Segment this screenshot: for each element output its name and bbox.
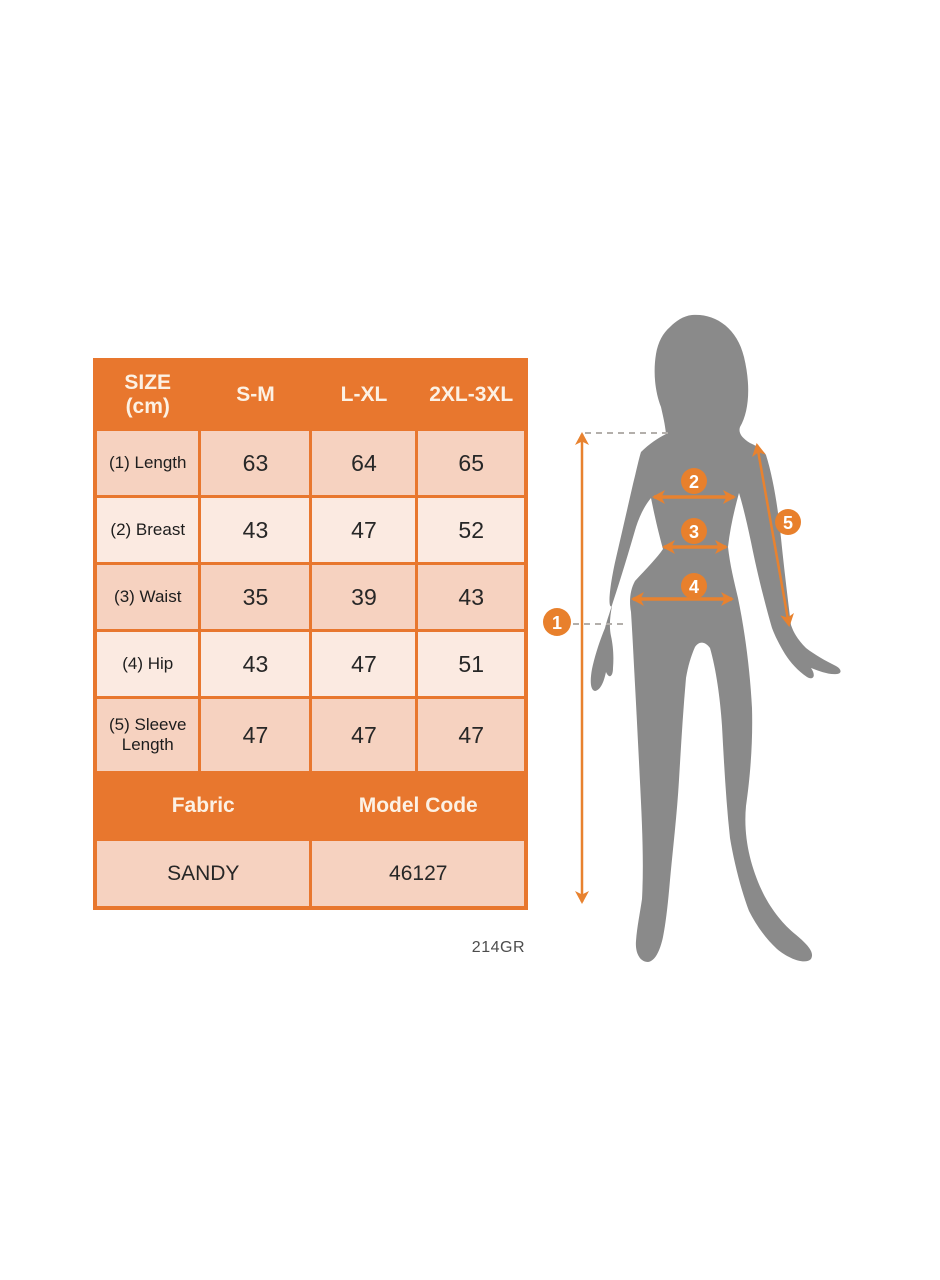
cell-sleeve-sm: 47 xyxy=(198,696,313,774)
column-header-size-cm: SIZE (cm) xyxy=(93,358,202,431)
row-label-sleeve-length: (5) Sleeve Length xyxy=(93,696,202,774)
cell-length-lxl: 64 xyxy=(309,428,419,498)
row-label-waist: (3) Waist xyxy=(93,562,202,632)
table-row-breast: (2) Breast 43 47 52 xyxy=(93,495,528,565)
cell-waist-2xl3xl: 43 xyxy=(415,562,528,632)
cell-waist-sm: 35 xyxy=(198,562,313,632)
table-row-waist: (3) Waist 35 39 43 xyxy=(93,562,528,632)
marker-5-number: 5 xyxy=(783,513,793,533)
cell-length-2xl3xl: 65 xyxy=(415,428,528,498)
fabric-header: Fabric xyxy=(93,771,313,841)
column-header-l-xl: L-XL xyxy=(309,358,419,431)
marker-3-badge: 3 xyxy=(681,518,707,544)
table-row-sleeve-length: (5) Sleeve Length 47 47 47 xyxy=(93,696,528,774)
marker-1-circle xyxy=(543,608,571,636)
marker-3-circle xyxy=(681,518,707,544)
fabric-model-value-row: SANDY 46127 xyxy=(93,838,528,910)
table-header-row: SIZE (cm) S-M L-XL 2XL-3XL xyxy=(93,358,528,431)
body-silhouette xyxy=(590,314,841,962)
marker-5-circle xyxy=(775,509,801,535)
column-header-s-m: S-M xyxy=(198,358,313,431)
table-row-length: (1) Length 63 64 65 xyxy=(93,428,528,498)
marker-4-badge: 4 xyxy=(681,573,707,599)
marker-5-badge: 5 xyxy=(775,509,801,535)
row-label-length: (1) Length xyxy=(93,428,202,498)
size-chart-table: SIZE (cm) S-M L-XL 2XL-3XL (1) Length 63… xyxy=(93,358,528,910)
product-code-note: 214GR xyxy=(471,939,525,956)
marker-1-badge: 1 xyxy=(543,608,571,636)
marker-2-number: 2 xyxy=(689,472,699,492)
marker-2-circle xyxy=(681,468,707,494)
sleeve-measure-arrow xyxy=(752,443,794,627)
marker-4-circle xyxy=(681,573,707,599)
cell-waist-lxl: 39 xyxy=(309,562,419,632)
cell-hip-sm: 43 xyxy=(198,629,313,699)
cell-breast-lxl: 47 xyxy=(309,495,419,565)
fabric-model-header-row: Fabric Model Code xyxy=(93,771,528,841)
model-code-header: Model Code xyxy=(309,771,528,841)
marker-1-number: 1 xyxy=(552,613,562,633)
cell-breast-2xl3xl: 52 xyxy=(415,495,528,565)
marker-4-number: 4 xyxy=(689,577,699,597)
fabric-value: SANDY xyxy=(93,838,313,910)
table-row-hip: (4) Hip 43 47 51 xyxy=(93,629,528,699)
cell-hip-2xl3xl: 51 xyxy=(415,629,528,699)
marker-2-badge: 2 xyxy=(681,468,707,494)
cell-breast-sm: 43 xyxy=(198,495,313,565)
cell-length-sm: 63 xyxy=(198,428,313,498)
column-header-2xl-3xl: 2XL-3XL xyxy=(415,358,528,431)
marker-3-number: 3 xyxy=(689,522,699,542)
row-label-hip: (4) Hip xyxy=(93,629,202,699)
model-code-value: 46127 xyxy=(309,838,528,910)
cell-sleeve-lxl: 47 xyxy=(309,696,419,774)
row-label-breast: (2) Breast xyxy=(93,495,202,565)
cell-sleeve-2xl3xl: 47 xyxy=(415,696,528,774)
cell-hip-lxl: 47 xyxy=(309,629,419,699)
